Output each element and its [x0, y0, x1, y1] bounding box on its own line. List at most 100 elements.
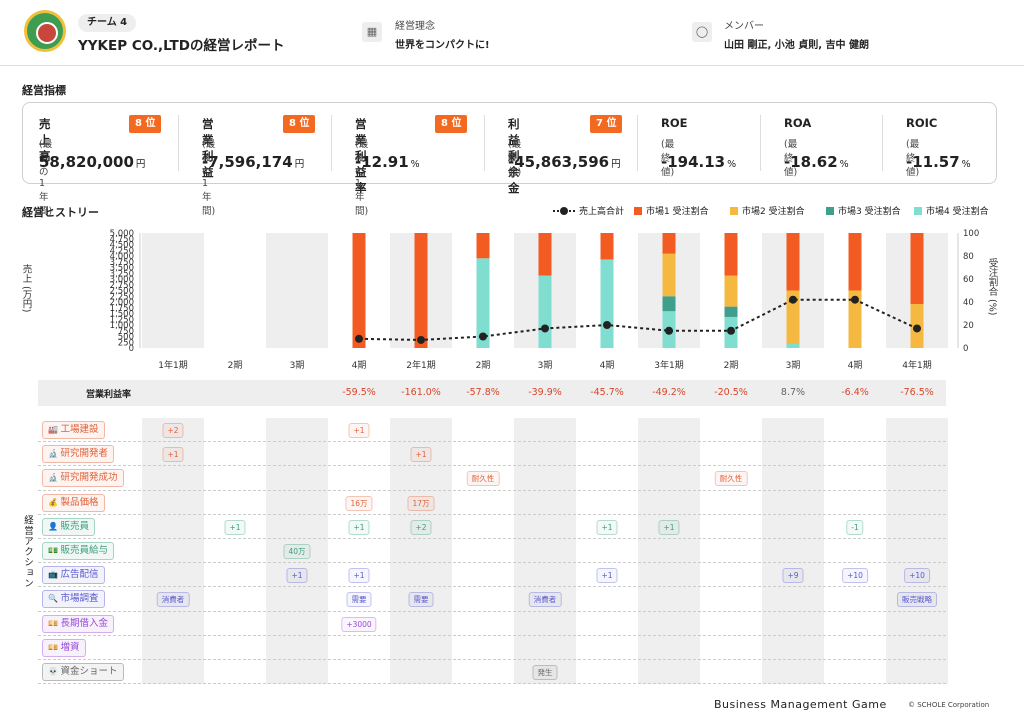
- action-row-divider: [38, 538, 946, 539]
- cash-icon: 💴: [48, 618, 61, 628]
- y-tick-label: 4,250: [110, 246, 134, 256]
- x-tick-label: 2年1期: [406, 359, 435, 371]
- kpi-period: (最後の1年間): [355, 139, 369, 217]
- y-tick-label: 4,500: [110, 241, 134, 251]
- kpi-title: ROA: [784, 116, 812, 130]
- kpi-section-title: 経営指標: [22, 84, 66, 97]
- kpi-value: -45,863,596 円: [508, 153, 621, 171]
- legend-swatch: [730, 206, 738, 215]
- philosophy-label: 経営理念: [395, 21, 435, 32]
- action-name-label: 市場調査: [60, 593, 99, 605]
- stacked-bar-segment: [600, 259, 614, 348]
- action-name: 👤 販売員: [42, 517, 96, 536]
- legend-item: 市場2 受注割合: [730, 204, 805, 217]
- rank-badge: 8 位: [435, 115, 468, 133]
- members-label: メンバー: [724, 21, 764, 32]
- action-value-badge: +1: [658, 519, 680, 535]
- action-name: 💰 製品価格: [42, 493, 105, 512]
- action-value-badge: +1: [286, 568, 308, 584]
- stacked-bar-segment: [724, 233, 738, 276]
- action-value-badge: +1: [596, 519, 618, 535]
- margin-row: 営業利益率 -59.5% -161.0% -57.8% -39.9% -45.7% -49…: [38, 380, 946, 406]
- y2-tick-label: 20: [963, 321, 974, 331]
- x-tick-label: 1年1期: [158, 359, 187, 371]
- kpi-divider: [760, 115, 761, 171]
- x-tick-label: 3年1期: [654, 359, 683, 371]
- x-tick-label: 2期: [724, 360, 739, 371]
- kpi-title: 売上高: [39, 117, 51, 163]
- y-tick-label: 1,750: [110, 304, 134, 314]
- team-logo: [24, 10, 66, 52]
- rank-badge: 8 位: [129, 115, 162, 133]
- kpi-unit: %: [961, 159, 971, 170]
- y-tick-label: 2,250: [110, 292, 134, 302]
- action-name: 💀 資金ショート: [42, 663, 124, 681]
- action-value-badge: 消費者: [528, 592, 562, 608]
- action-value-badge: 販売戦略: [897, 592, 937, 608]
- kpi-title: ROIC: [906, 116, 938, 130]
- action-value-badge: +10: [904, 568, 930, 584]
- sales-point: [789, 295, 797, 304]
- magnifier-icon: 🔍: [48, 594, 61, 604]
- x-tick-label: 4期: [848, 360, 863, 371]
- y2-tick-label: 40: [963, 298, 974, 308]
- sales-point: [913, 324, 921, 333]
- x-tick-label: 4期: [352, 360, 367, 371]
- action-column-band: [886, 418, 948, 684]
- legend-label: 市場4 受注割合: [926, 207, 989, 217]
- action-column-band: [762, 418, 824, 684]
- building-icon: ▦: [362, 22, 382, 42]
- column-band: [204, 233, 266, 348]
- kpi-period: (最終値): [784, 139, 798, 178]
- action-value-badge: 消費者: [156, 592, 190, 608]
- stacked-bar-segment: [786, 343, 800, 348]
- kpi-period: (最後の1年間): [202, 139, 216, 217]
- margin-value: -57.8%: [466, 387, 500, 398]
- x-tick-label: 3期: [290, 360, 305, 371]
- action-value-badge: 16万: [345, 495, 373, 511]
- legend-label: 市場1 受注割合: [646, 207, 709, 217]
- person-icon: 👤: [48, 521, 61, 531]
- kpi-divider: [178, 115, 179, 171]
- action-value-badge: +2: [410, 519, 432, 535]
- kpi-value: 58,820,000 円: [39, 153, 146, 171]
- action-name-label: 研究開発者: [60, 448, 109, 460]
- action-row-divider: [38, 465, 946, 467]
- action-row-divider: [38, 610, 946, 612]
- microscope-icon: 🔬: [48, 449, 61, 459]
- kpi-divider: [484, 115, 485, 171]
- stacked-bar-segment: [724, 306, 738, 317]
- sales-point: [417, 335, 425, 344]
- action-value-badge: +9: [782, 568, 804, 584]
- margin-value: -45.7%: [590, 387, 624, 398]
- y-tick-label: 3,000: [110, 275, 134, 285]
- x-tick-label: 3期: [538, 360, 553, 371]
- cash-icon: 💴: [48, 642, 61, 652]
- action-value-badge: 需要: [408, 592, 434, 608]
- y-tick-label: 2,500: [110, 287, 134, 297]
- legend-item: 市場1 受注割合: [634, 204, 709, 217]
- action-row-divider: [38, 441, 946, 443]
- kpi-divider: [331, 115, 332, 171]
- kpi-unit: 円: [294, 159, 305, 170]
- action-value-badge: 需要: [346, 592, 372, 608]
- rank-badge: 7 位: [590, 115, 623, 133]
- y-tick-label: 0: [129, 344, 134, 354]
- action-value-badge: +1: [348, 423, 370, 438]
- sales-point: [727, 326, 735, 335]
- action-name: 🔍 市場調査: [42, 590, 105, 609]
- y2-tick-label: 0: [963, 344, 968, 354]
- action-name: 🏭 工場建設: [42, 421, 105, 439]
- legend-line-marker: [553, 206, 575, 215]
- action-value-badge: +1: [596, 568, 618, 584]
- action-column-band: [514, 418, 576, 684]
- kpi-value: -11.57%: [906, 153, 971, 171]
- action-name: 💴 増資: [42, 638, 86, 657]
- y-tick-label: 4,000: [110, 252, 134, 262]
- stacked-bar-segment: [786, 233, 800, 291]
- person-icon: ◯: [692, 22, 712, 42]
- stacked-bar-segment: [414, 233, 428, 348]
- action-column-band: [638, 418, 700, 684]
- x-tick-label: 3期: [786, 360, 801, 371]
- y-tick-label: 2,750: [110, 281, 134, 291]
